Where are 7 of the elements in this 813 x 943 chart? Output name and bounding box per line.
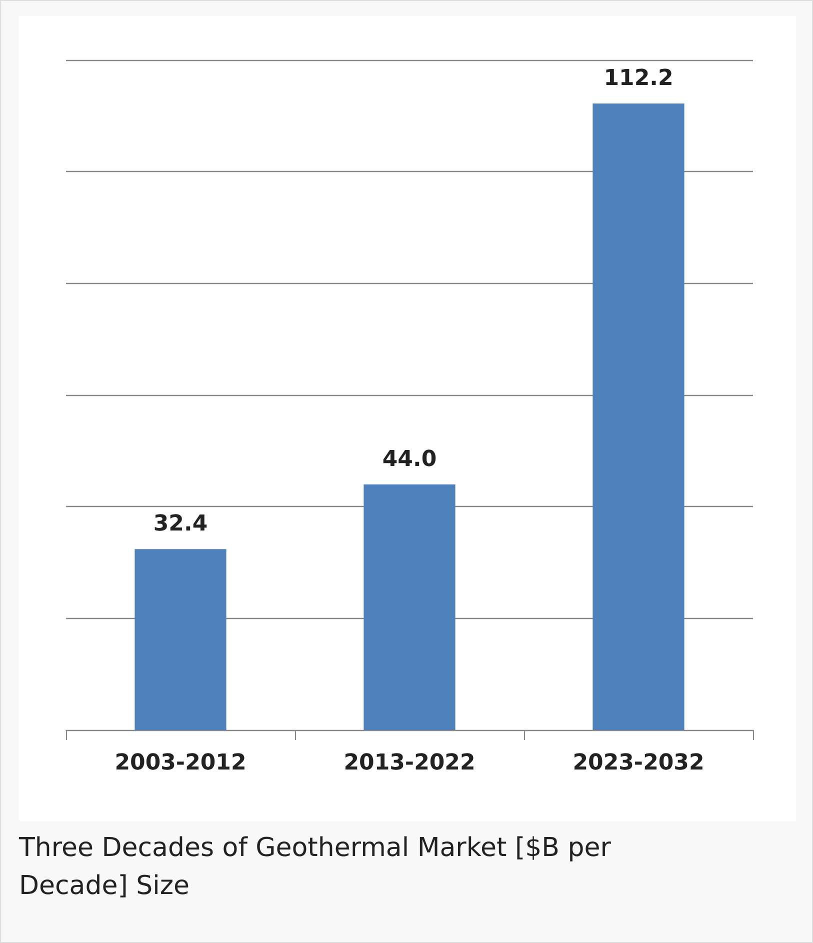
- data-label: 112.2: [604, 66, 674, 92]
- data-label: 44.0: [382, 446, 437, 472]
- x-tick-label: 2003-2012: [114, 750, 246, 776]
- data-label: 32.4: [153, 512, 208, 537]
- x-tick-label: 2013-2022: [344, 750, 476, 776]
- x-tick-label: 2023-2032: [572, 750, 704, 776]
- text: Three Decades of Geothermal Market [$B per Decade] Size: [19, 832, 612, 903]
